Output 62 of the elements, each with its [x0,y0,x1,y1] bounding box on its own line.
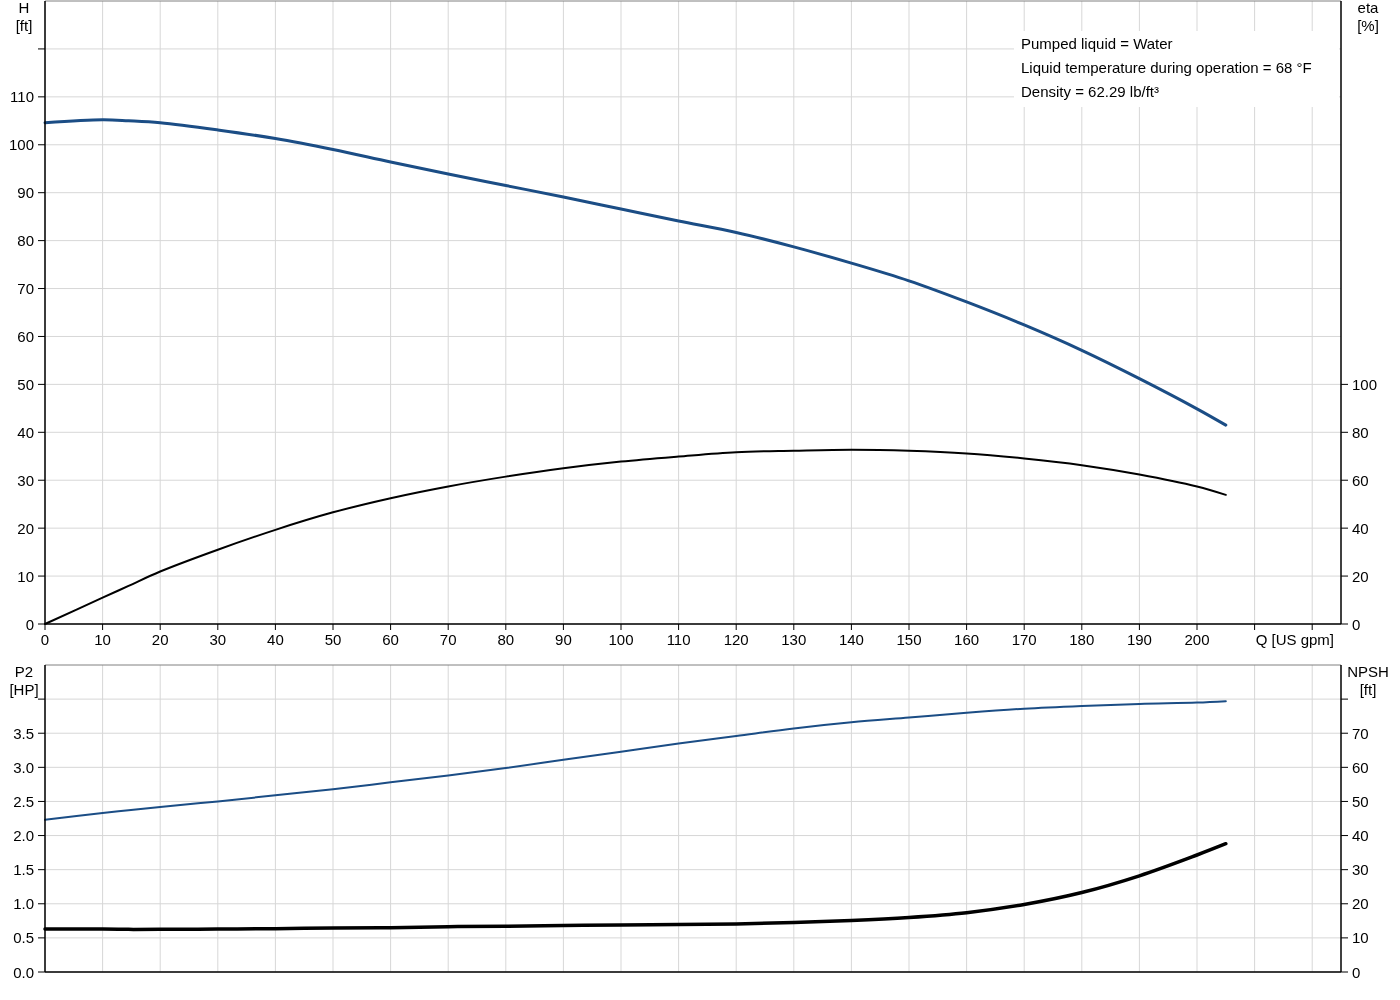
y-tick-label: 90 [17,184,34,202]
y-tick-label: 1.5 [13,861,34,879]
y-axis-title: H [ft] [15,0,33,34]
y-tick-label: 50 [17,375,34,393]
y2-tick-label: 20 [1352,895,1369,913]
y2-axis-title: NPSH [ft] [1347,663,1389,698]
y2-axis-title: eta [%] [1357,0,1380,34]
x-tick-label: 180 [1069,630,1095,648]
x-tick-label: 120 [723,630,749,648]
y-axis-title: P2 [HP] [9,663,39,698]
x-tick-label: 100 [608,630,634,648]
x-tick-label: 80 [497,630,515,648]
y-tick-label: 2.5 [13,792,34,810]
x-tick-label: 150 [896,630,922,648]
y2-tick-label: 40 [1352,519,1369,537]
line-series [43,118,1228,427]
x-tick-label: 110 [666,630,691,648]
line-series [44,700,1227,821]
x-tick-label: 200 [1184,630,1210,648]
x-tick-label: 20 [151,630,169,648]
x-tick-label: 170 [1011,630,1037,648]
y-tick-label: 0 [25,615,34,633]
x-tick-label: 50 [324,630,342,648]
y2-tick-label: 0 [1352,615,1361,633]
y-tick-label: 0.0 [13,963,34,981]
y-tick-label: 70 [17,280,34,298]
x-tick-label: 90 [555,630,572,648]
y-tick-label: 100 [8,136,34,154]
y2-tick-label: 100 [1352,375,1378,393]
y2-tick-label: 80 [1352,423,1369,441]
y2-tick-label: 70 [1352,724,1369,742]
y2-tick-label: 30 [1352,861,1369,879]
y-tick-label: 80 [17,232,34,250]
y-tick-label: 60 [17,327,34,345]
y-tick-label: 3.0 [13,758,34,776]
y-tick-label: 2.0 [13,827,34,845]
x-tick-label: 140 [838,630,864,648]
x-tick-label: 190 [1126,630,1152,648]
x-tick-label: 40 [267,630,284,648]
x-tick-label: 130 [781,630,807,648]
y2-tick-label: 20 [1352,567,1369,585]
y-tick-label: 110 [10,88,34,106]
y-tick-label: 10 [17,567,34,585]
y2-tick-label: 10 [1352,929,1369,947]
y-tick-label: 3.5 [13,724,34,742]
y-tick-label: 1.0 [13,895,34,913]
y-tick-label: 20 [17,519,34,537]
y2-tick-label: 50 [1352,792,1369,810]
y2-tick-label: 60 [1352,758,1369,776]
y-tick-label: 40 [17,423,34,441]
x-tick-label: 10 [94,630,111,648]
y2-tick-label: 60 [1352,471,1369,489]
x-tick-label: 160 [954,630,980,648]
x-tick-label: 30 [209,630,227,648]
x-tick-label: 0 [40,630,50,648]
y2-tick-label: 0 [1352,963,1361,981]
y-tick-label: 30 [17,471,34,489]
x-tick-label: 70 [439,630,457,648]
x-tick-label: 60 [382,630,399,648]
y-tick-label: 0.5 [13,929,34,947]
x-axis-title: Q [US gpm] [1255,630,1334,648]
y2-tick-label: 40 [1352,827,1369,845]
